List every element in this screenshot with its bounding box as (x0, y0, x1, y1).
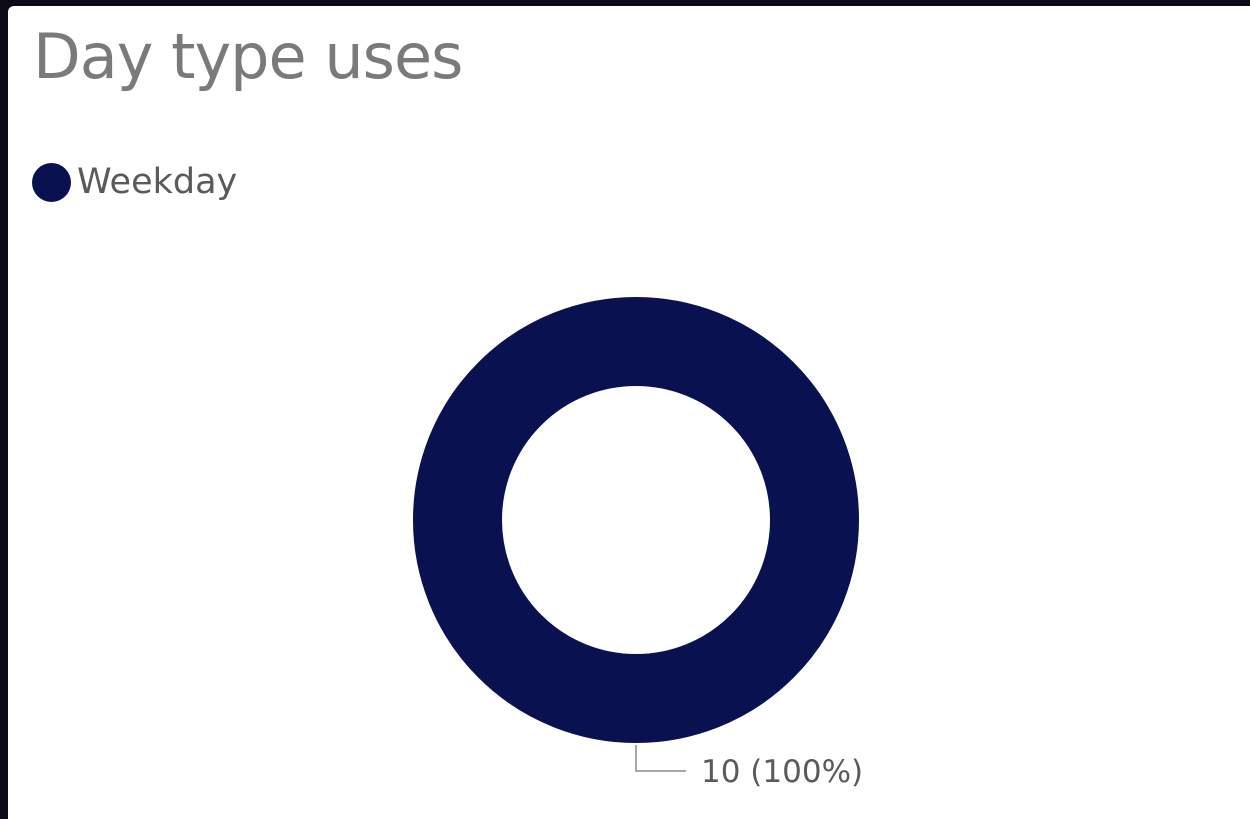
donut-slice-weekday[interactable] (413, 297, 859, 743)
data-label-leader-line (635, 745, 686, 772)
data-label-weekday: 10 (100%) (701, 754, 863, 790)
chart-title: Day type uses (33, 20, 463, 93)
legend-label-weekday: Weekday (77, 161, 238, 202)
chart-legend[interactable]: Weekday (32, 162, 237, 202)
donut-slices (413, 297, 859, 743)
legend-swatch-weekday (32, 162, 71, 202)
chart-card: Day type uses Weekday 10 (100%) (8, 6, 1250, 819)
donut-data-labels: 10 (100%) (635, 745, 863, 790)
donut-chart: 10 (100%) (413, 297, 863, 790)
